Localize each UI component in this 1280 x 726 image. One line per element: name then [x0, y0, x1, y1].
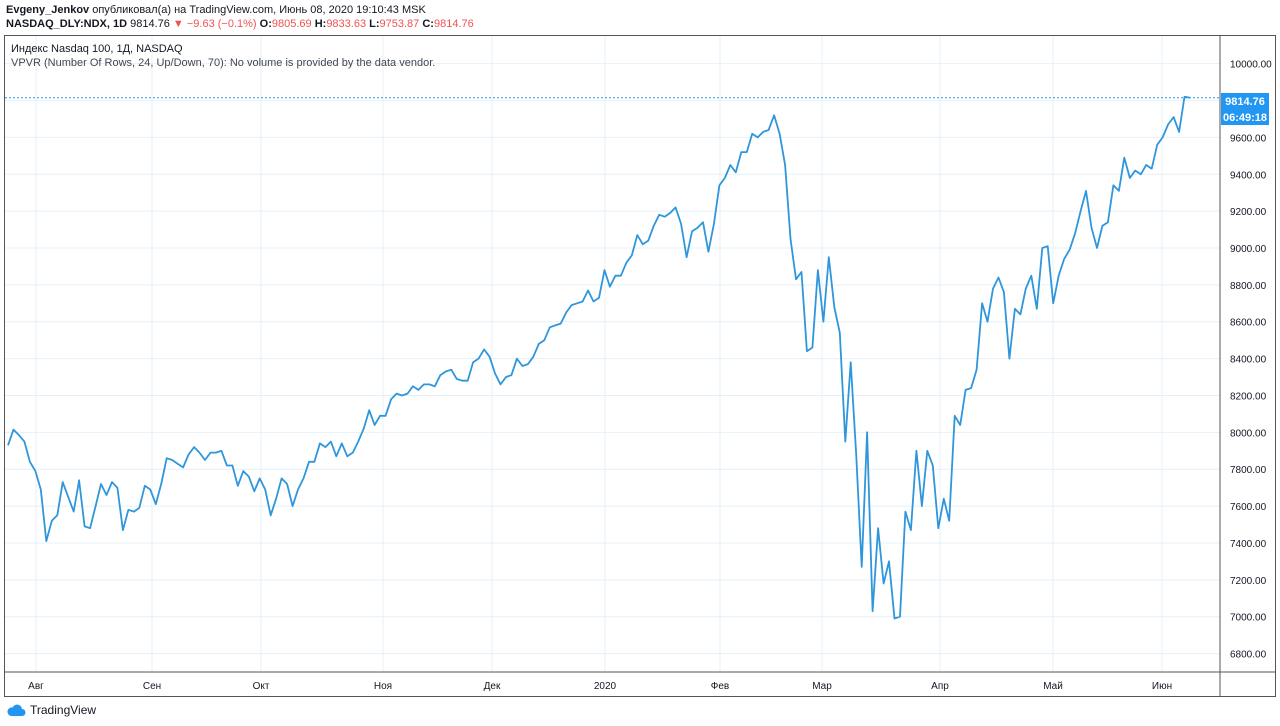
y-tick-label: 9200.00: [1230, 207, 1267, 218]
x-tick-label: Ноя: [374, 681, 392, 692]
published-text: опубликовал(а) на TradingView.com, Июнь …: [92, 4, 426, 16]
x-tick-label: Авг: [28, 681, 44, 692]
symbol-label: NASDAQ_DLY:NDX, 1D: [6, 18, 128, 30]
last-price: 9814.76: [130, 18, 170, 30]
y-tick-label: 8800.00: [1230, 281, 1267, 292]
y-tick-label: 10000.00: [1230, 60, 1272, 71]
price-axis-labels: 6800.00 7000.00 7200.00 7400.00 7600.00 7800.…: [1230, 60, 1272, 661]
x-tick-label: Апр: [931, 681, 949, 692]
time-axis-labels: Авг Сен Окт Ноя Дек 2020 Фев Мар Апр Май Июн: [28, 681, 1172, 692]
y-tick-label: 7600.00: [1230, 502, 1267, 513]
x-tick-label: Мар: [812, 681, 832, 692]
y-tick-label: 9000.00: [1230, 244, 1267, 255]
open-value: 9805.69: [271, 18, 312, 30]
series-points: [8, 97, 1190, 619]
y-tick-label: 8200.00: [1230, 391, 1267, 402]
y-tick-label: 7200.00: [1230, 576, 1267, 587]
chart-frame: [4, 35, 1276, 697]
chart-legend-title: Индекс Nasdaq 100, 1Д, NASDAQ: [11, 43, 183, 55]
x-tick-label: Сен: [143, 681, 161, 692]
open-label: O:: [259, 18, 272, 30]
y-tick-label: 6800.00: [1230, 650, 1267, 661]
y-tick-label: 8000.00: [1230, 428, 1267, 439]
tradingview-footer[interactable]: TradingView: [6, 703, 96, 717]
x-tick-label: Июн: [1152, 681, 1172, 692]
y-tick-label: 7000.00: [1230, 613, 1267, 624]
x-tick-label: Дек: [484, 681, 501, 692]
x-tick-label: Май: [1043, 681, 1063, 692]
y-tick-label: 9600.00: [1230, 133, 1267, 144]
low-label: L:: [369, 18, 380, 30]
brand-label: TradingView: [30, 703, 97, 717]
author-name[interactable]: Evgeny_Jenkov: [6, 4, 90, 16]
chart-grid: [5, 36, 1220, 672]
price-badge-value: 9814.76: [1225, 96, 1265, 108]
y-tick-label: 8600.00: [1230, 318, 1267, 329]
publication-header: Evgeny_Jenkov опубликовал(а) на TradingV…: [6, 4, 426, 16]
indicator-legend[interactable]: VPVR (Number Of Rows, 24, Up/Down, 70): …: [11, 57, 436, 69]
ohlc-header: NASDAQ_DLY:NDX, 1D 9814.76 ▼ −9.63 (−0.1…: [6, 18, 474, 30]
low-value: 9753.87: [379, 18, 420, 30]
price-badge: 9814.76 06:49:18: [1221, 93, 1269, 125]
y-tick-label: 9400.00: [1230, 170, 1267, 181]
close-label: C:: [422, 18, 434, 30]
price-badge-bg: [1221, 93, 1269, 109]
x-tick-label: Фев: [711, 681, 729, 692]
x-tick-label: Окт: [253, 681, 270, 692]
timer-badge-value: 06:49:18: [1223, 112, 1267, 124]
x-tick-label: 2020: [594, 681, 617, 692]
y-tick-label: 8400.00: [1230, 355, 1267, 366]
timer-badge-bg: [1221, 109, 1269, 125]
series-line-ndx: [7, 95, 1191, 620]
high-label: H:: [314, 18, 327, 30]
cloud-icon: [6, 703, 26, 717]
high-value: 9833.63: [326, 18, 367, 30]
close-value: 9814.76: [433, 18, 474, 30]
y-tick-label: 7800.00: [1230, 465, 1267, 476]
y-tick-label: 7400.00: [1230, 539, 1267, 550]
price-change: ▼ −9.63 (−0.1%): [172, 18, 257, 30]
